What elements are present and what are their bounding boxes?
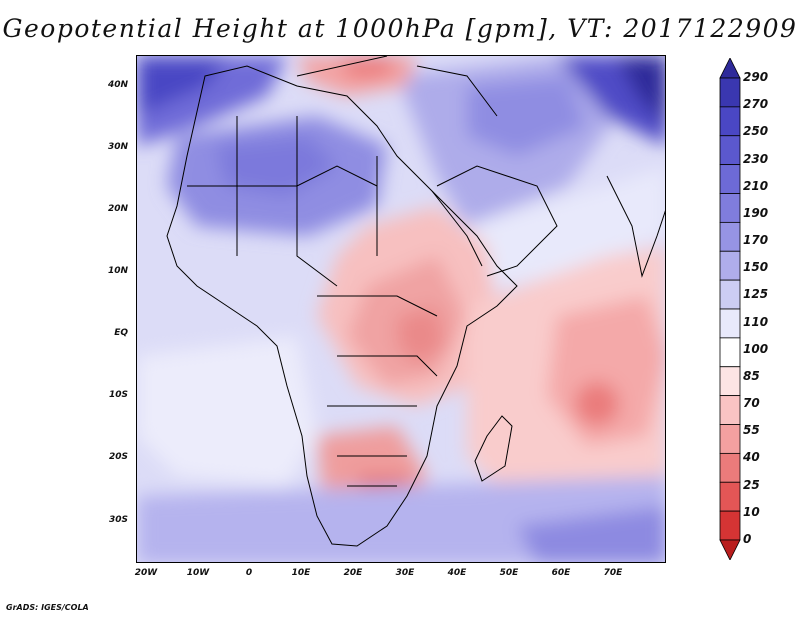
colorbar-label: 290 — [743, 70, 769, 84]
colorbar-label: 270 — [743, 97, 769, 112]
map-svg — [137, 56, 665, 562]
colorbar-swatch — [719, 366, 741, 397]
lat-label-30n: 30N — [107, 142, 128, 152]
lon-label-30e: 30E — [395, 568, 415, 578]
lon-label-20e: 20E — [343, 568, 363, 578]
colorbar-swatch — [719, 279, 741, 310]
lon-label-70e: 70E — [603, 568, 623, 578]
colorbar-swatch — [719, 452, 741, 483]
colorbar-swatch — [719, 77, 741, 108]
colorbar-swatch — [719, 106, 741, 137]
lat-label-10s: 10S — [108, 390, 128, 400]
colorbar-swatch — [719, 164, 741, 194]
colorbar-label: 150 — [743, 260, 769, 275]
colorbar-bottom-arrow — [719, 539, 741, 560]
lat-label-40n: 40N — [107, 80, 128, 90]
colorbar-swatch — [719, 135, 741, 166]
lon-label-40e: 40E — [447, 568, 467, 578]
colorbar-label: 70 — [743, 396, 760, 411]
colorbar-label: 25 — [743, 477, 760, 492]
lat-label-30s: 30S — [108, 515, 128, 525]
colorbar-swatch — [719, 395, 741, 425]
colorbar-swatch — [719, 308, 741, 339]
colorbar-label: 110 — [743, 314, 769, 329]
colorbar-label: 230 — [743, 151, 769, 166]
chart-title: Geopotential Height at 1000hPa [gpm], VT… — [2, 14, 798, 43]
colorbar-label: 10 — [743, 504, 760, 519]
colorbar-label: 100 — [743, 341, 769, 356]
geopotential-field — [137, 56, 665, 562]
lat-label-eq: EQ — [114, 328, 128, 338]
colorbar-label: 0 — [743, 532, 752, 546]
lon-label-10e: 10E — [291, 568, 311, 578]
colorbar-label: 170 — [743, 233, 769, 248]
map-panel — [136, 55, 666, 563]
colorbar-label: 55 — [743, 423, 760, 438]
colorbar-swatch — [719, 337, 741, 368]
colorbar-label: 250 — [743, 124, 769, 139]
colorbar-swatch — [719, 193, 741, 223]
colorbar-label: 190 — [743, 205, 769, 220]
coastlines — [166, 56, 665, 547]
credit-text: GrADS: IGES/COLA — [6, 603, 89, 612]
lon-label-10w: 10W — [186, 568, 210, 578]
colorbar-label: 85 — [743, 368, 760, 383]
colorbar-label: 40 — [743, 450, 760, 465]
lat-label-20n: 20N — [107, 204, 128, 214]
lon-label-50e: 50E — [499, 568, 519, 578]
colorbar-swatch — [719, 250, 741, 281]
colorbar-swatch — [719, 221, 741, 252]
lon-label-0: 0 — [245, 568, 253, 578]
colorbar — [719, 58, 741, 560]
colorbar-swatch — [719, 510, 741, 541]
colorbar-swatch — [719, 481, 741, 512]
lon-label-20w: 20W — [134, 568, 158, 578]
colorbar-label: 125 — [743, 287, 769, 302]
colorbar-swatch — [719, 424, 741, 454]
colorbar-top-arrow — [719, 58, 741, 79]
lat-label-20s: 20S — [108, 452, 128, 462]
colorbar-label: 210 — [743, 178, 769, 193]
lat-label-10n: 10N — [107, 266, 128, 276]
lon-label-60e: 60E — [551, 568, 571, 578]
